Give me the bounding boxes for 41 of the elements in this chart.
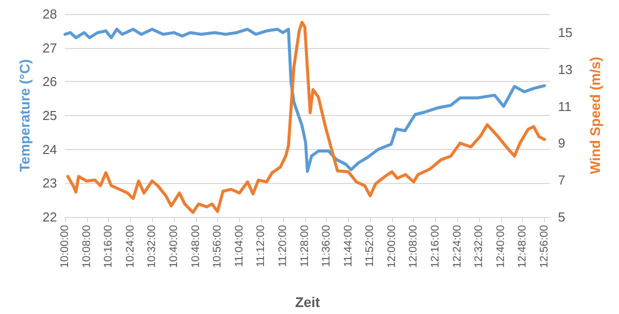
- x-tick-label: 12:00:00: [386, 225, 398, 268]
- y-tick-label: 26: [42, 74, 57, 90]
- x-tick-label: 12:56:00: [538, 225, 550, 268]
- x-tick-label: 10:56:00: [212, 225, 224, 268]
- x-axis-title: Zeit: [295, 294, 320, 310]
- y2-tick-label: 13: [558, 62, 572, 77]
- y2-tick-label: 11: [558, 98, 572, 114]
- line-series: [66, 20, 546, 214]
- y-tick-label: 23: [42, 176, 57, 191]
- y2-tick-label: 5: [558, 210, 566, 224]
- y2-tick-label: 7: [558, 172, 566, 188]
- x-tick-label: 12:48:00: [516, 225, 529, 268]
- x-tick-label: 10:48:00: [190, 225, 202, 268]
- y-tick-label: 28: [42, 6, 57, 22]
- y-axis-title: Temperature (°C): [16, 59, 33, 172]
- x-tick-label: 12:16:00: [430, 225, 442, 268]
- x-tick-label: 11:12:00: [255, 225, 268, 268]
- x-tick-label: 10:24:00: [124, 225, 136, 268]
- y-tick-label: 27: [42, 40, 57, 56]
- x-tick-label: 10:32:00: [146, 225, 158, 268]
- x-tick-label: 10:16:00: [102, 225, 115, 268]
- x-tick-label: 10:40:00: [168, 225, 180, 268]
- x-tick-label: 12:08:00: [408, 225, 420, 268]
- x-tick-label: 12:40:00: [494, 225, 507, 268]
- x-tick-label: 11:36:00: [320, 225, 333, 268]
- x-tick-label: 12:24:00: [451, 225, 464, 268]
- y-tick-label: 24: [42, 142, 57, 157]
- x-tick-label: 10:00:00: [59, 225, 71, 268]
- y-tick-label: 22: [42, 210, 57, 224]
- y2-axis-title: Wind Speed (m/s): [587, 56, 603, 174]
- x-tick-label: 11:28:00: [298, 225, 311, 268]
- x-tick-label: 12:32:00: [473, 225, 486, 268]
- x-tick-label: 11:20:00: [276, 225, 289, 268]
- x-tick-label: 10:08:00: [80, 225, 93, 268]
- y2-tick-label: 15: [558, 24, 572, 40]
- x-tick-label: 11:44:00: [342, 225, 354, 268]
- x-tick-label: 11:52:00: [364, 225, 376, 268]
- x-tick-label: 11:04:00: [233, 225, 246, 268]
- line-series: [64, 28, 546, 173]
- y-tick-label: 25: [42, 108, 57, 123]
- y2-tick-label: 9: [558, 136, 566, 151]
